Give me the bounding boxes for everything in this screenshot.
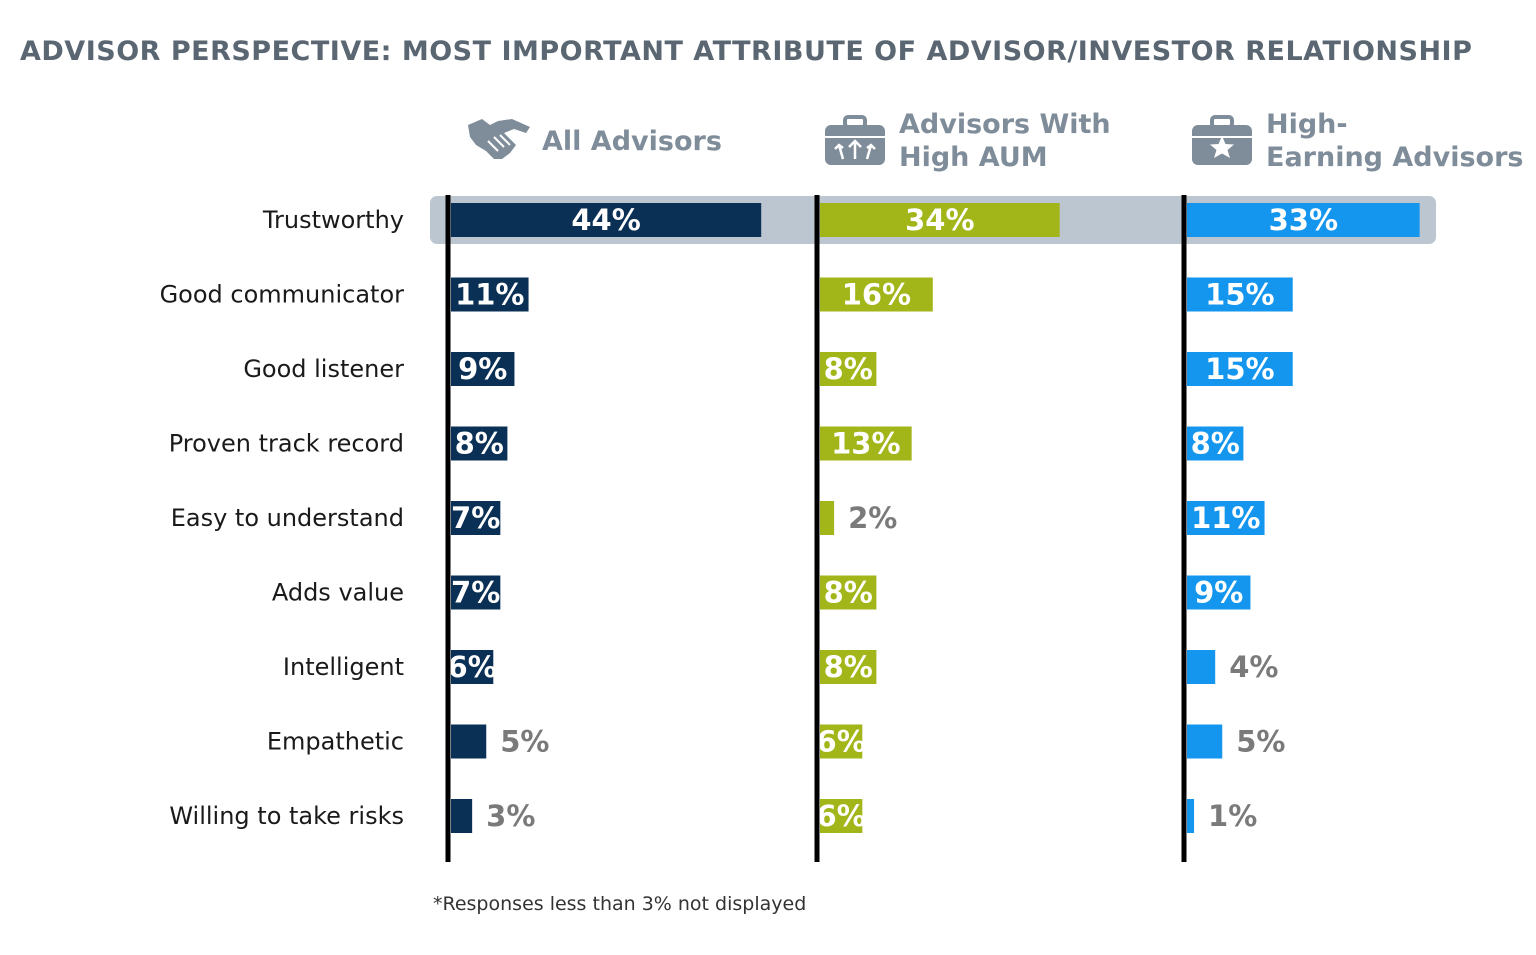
bar-advisors-with-high-aum-proven-track-record <box>820 426 912 461</box>
data-label: 9% <box>1194 576 1243 610</box>
data-label: 15% <box>1205 278 1274 312</box>
data-label: 1% <box>1208 799 1257 833</box>
bar-all-advisors-good-listener <box>451 352 515 386</box>
category-label: Willing to take risks <box>169 802 404 830</box>
bar-high-earning-advisors-proven-track-record <box>1187 426 1244 461</box>
category-label: Easy to understand <box>171 504 404 532</box>
data-label: 11% <box>1191 501 1260 535</box>
data-label: 8% <box>824 576 873 610</box>
data-label: 4% <box>1229 650 1278 684</box>
bar-high-earning-advisors-easy-to-understand <box>1187 501 1265 535</box>
series-header-label: Advisors With <box>899 109 1111 140</box>
data-label: 7% <box>451 501 500 535</box>
category-label: Good listener <box>243 355 404 383</box>
arrows-glyph <box>834 139 876 160</box>
bar-advisors-with-high-aum-adds-value <box>820 575 877 610</box>
data-label: 2% <box>848 501 897 535</box>
data-label: 5% <box>1236 725 1285 759</box>
bar-advisors-with-high-aum-good-communicator <box>820 277 933 312</box>
data-label: 5% <box>500 725 549 759</box>
series-header-label: High AUM <box>899 142 1048 173</box>
bar-all-advisors-intelligent <box>451 650 494 684</box>
data-label: 34% <box>905 203 974 237</box>
category-label: Adds value <box>272 579 404 607</box>
handshake-icon <box>468 119 530 159</box>
bar-all-advisors-trustworthy <box>451 203 762 237</box>
bar-high-earning-advisors-good-listener <box>1187 352 1293 386</box>
data-label: 13% <box>831 427 900 461</box>
category-label: Trustworthy <box>262 206 404 234</box>
data-label: 9% <box>458 352 507 386</box>
data-label: 33% <box>1269 203 1338 237</box>
bar-all-advisors-proven-track-record <box>451 426 508 461</box>
category-label: Good communicator <box>160 281 405 309</box>
category-label: Empathetic <box>267 728 404 756</box>
bar-high-earning-advisors-trustworthy <box>1187 203 1420 237</box>
bar-advisors-with-high-aum-empathetic <box>820 724 863 759</box>
data-label: 3% <box>486 799 535 833</box>
bar-advisors-with-high-aum-willing-to-take-risks <box>820 799 863 833</box>
bar-high-earning-advisors-willing-to-take-risks <box>1187 799 1195 833</box>
series-header-label: Earning Advisors <box>1266 142 1524 173</box>
bar-high-earning-advisors-adds-value <box>1187 575 1251 610</box>
briefcase-handle <box>843 115 867 129</box>
data-label: 7% <box>451 576 500 610</box>
bar-all-advisors-easy-to-understand <box>451 501 501 535</box>
bar-all-advisors-empathetic <box>451 724 487 759</box>
bar-advisors-with-high-aum-intelligent <box>820 650 877 684</box>
data-label: 8% <box>824 352 873 386</box>
series-header-label: High- <box>1266 109 1348 140</box>
data-label: 44% <box>571 203 640 237</box>
bar-high-earning-advisors-intelligent <box>1187 650 1216 684</box>
data-label: 11% <box>455 278 524 312</box>
briefcase-arrows-icon <box>825 115 885 165</box>
data-label: 8% <box>1191 427 1240 461</box>
data-label: 6% <box>817 725 866 759</box>
handshake-shape <box>468 119 530 159</box>
footnote: *Responses less than 3% not displayed <box>433 893 807 915</box>
data-label: 16% <box>842 278 911 312</box>
bar-advisors-with-high-aum-easy-to-understand <box>820 501 835 535</box>
star-glyph <box>1210 136 1234 158</box>
bar-all-advisors-adds-value <box>451 575 501 610</box>
data-label: 8% <box>455 427 504 461</box>
bar-all-advisors-good-communicator <box>451 277 529 312</box>
bar-all-advisors-willing-to-take-risks <box>451 799 473 833</box>
data-label: 6% <box>817 799 866 833</box>
data-label: 8% <box>824 650 873 684</box>
data-label: 6% <box>448 650 497 684</box>
category-label: Proven track record <box>169 430 404 458</box>
bar-advisors-with-high-aum-good-listener <box>820 352 877 386</box>
bar-high-earning-advisors-empathetic <box>1187 724 1223 759</box>
bar-high-earning-advisors-good-communicator <box>1187 277 1293 312</box>
category-label: Intelligent <box>283 653 404 681</box>
chart-title: ADVISOR PERSPECTIVE: MOST IMPORTANT ATTR… <box>20 36 1473 67</box>
bar-advisors-with-high-aum-trustworthy <box>820 203 1060 237</box>
briefcase-handle <box>1210 115 1234 129</box>
briefcase-star-icon <box>1192 115 1252 165</box>
data-label: 15% <box>1205 352 1274 386</box>
series-header-label: All Advisors <box>542 126 722 157</box>
handshake-fingers <box>487 134 511 152</box>
